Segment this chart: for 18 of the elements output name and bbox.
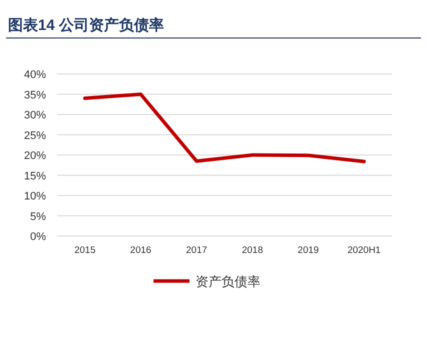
y-tick-label: 25% [24,130,46,142]
legend-label: 资产负债率 [196,274,260,289]
x-tick-label: 2015 [74,245,96,256]
y-tick-label: 40% [24,69,46,81]
y-tick-label: 30% [24,110,46,122]
x-tick-label: 2019 [298,245,319,256]
line-series [83,92,366,164]
y-tick-label: 0% [30,231,46,243]
x-tick-label: 2018 [242,245,263,256]
x-tick-label: 2016 [130,245,152,256]
chart-title: 图表14 公司资产负债率 [8,16,164,34]
y-tick-label: 35% [24,89,46,102]
y-tick-label: 20% [24,150,46,162]
x-tick-label: 2020H1 [347,245,381,256]
y-tick-label: 15% [24,170,46,182]
y-tick-label: 10% [24,190,46,202]
y-tick-label: 5% [30,210,46,223]
x-tick-label: 2017 [186,245,208,256]
